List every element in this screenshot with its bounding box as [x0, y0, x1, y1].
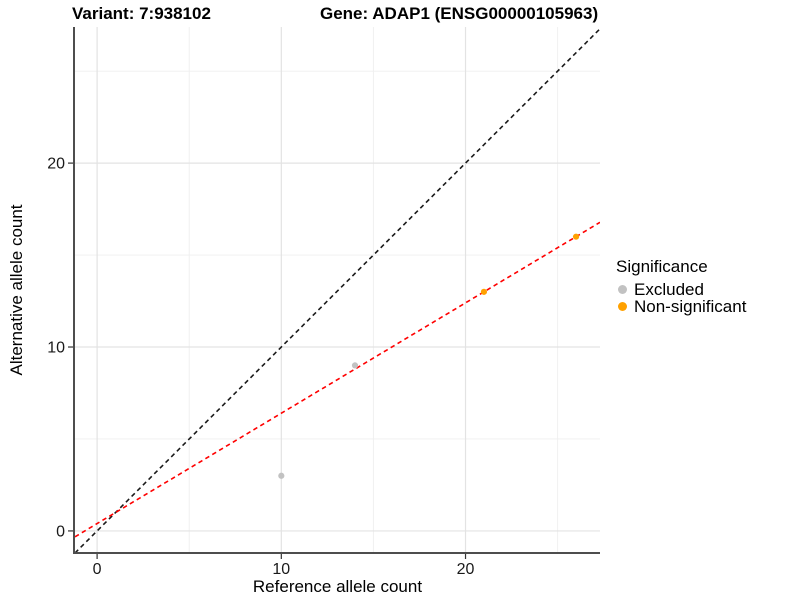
legend-label-non-significant: Non-significant: [634, 296, 747, 316]
y-tick-label: 0: [56, 523, 65, 540]
legend-label-excluded: Excluded: [634, 279, 704, 299]
legend-dot-non-significant: [618, 302, 627, 311]
legend-title: Significance: [616, 257, 708, 276]
legend-dot-excluded: [618, 285, 627, 294]
fit-line: [75, 221, 600, 538]
y-tick-label: 20: [47, 156, 65, 173]
legend-item-excluded: Excluded: [616, 279, 800, 299]
point-non-significant: [480, 288, 488, 295]
point-excluded: [278, 472, 285, 479]
gene-title: Gene: ADAP1 (ENSG00000105963): [320, 4, 599, 23]
legend: Significance Excluded Non-significant: [616, 256, 800, 316]
plot-title-row: Variant: 7:938102 Gene: ADAP1 (ENSG00000…: [0, 4, 800, 26]
y-tick-label: 10: [47, 340, 65, 357]
x-axis-title: Reference allele count: [253, 577, 422, 596]
point-non-significant: [572, 233, 580, 240]
x-tick-label: 20: [457, 561, 475, 578]
variant-title: Variant: 7:938102: [72, 4, 211, 23]
identity-line: [75, 28, 600, 553]
y-axis-title: Alternative allele count: [7, 204, 26, 375]
x-tick-label: 10: [272, 561, 290, 578]
legend-item-non-significant: Non-significant: [616, 296, 800, 316]
point-excluded: [351, 362, 359, 369]
x-tick-label: 0: [93, 561, 102, 578]
